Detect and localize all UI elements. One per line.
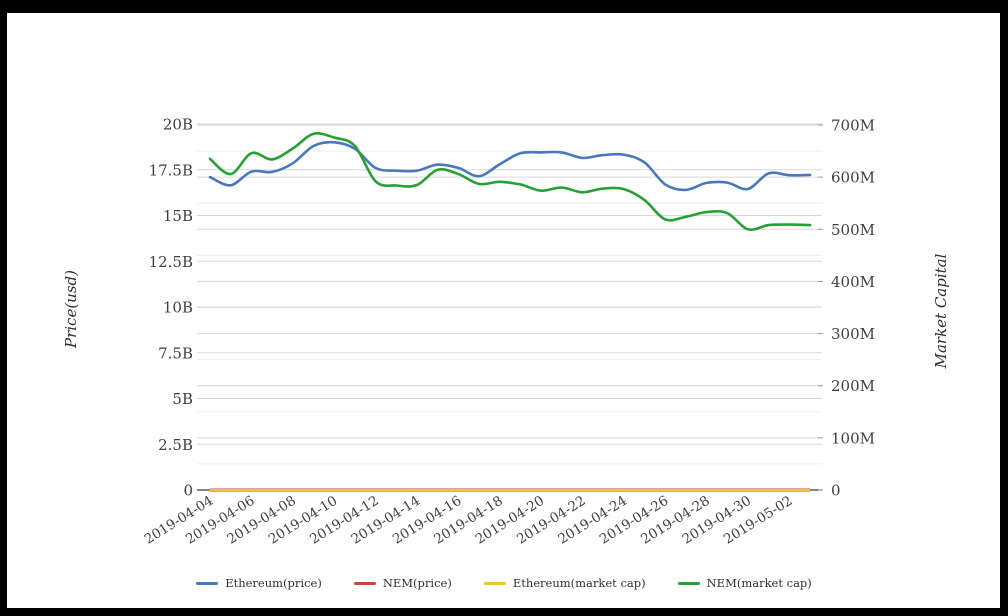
legend-label: Ethereum(market cap) (512, 576, 646, 590)
ethereum-price-line (208, 140, 812, 192)
chart-canvas (7, 13, 1000, 608)
left-axis-tick-label: 12.5B (149, 253, 193, 271)
right-axis-tick-label: 700M (831, 117, 875, 135)
right-axis-tick-label: 100M (831, 429, 875, 447)
nem-price-line-swatch (353, 581, 376, 585)
right-axis-tick-label: 400M (831, 273, 875, 291)
right-axis-tick-label: 500M (831, 221, 875, 239)
left-axis-tick-label: 10B (163, 299, 193, 317)
left-axis-tick-label: 7.5B (158, 344, 193, 362)
legend-label: NEM(price) (382, 576, 452, 590)
legend-item-nem-marketcap[interactable]: NEM(market cap) (677, 576, 812, 590)
nem-marketcap-line-swatch (677, 581, 700, 585)
right-axis-title: Market Capital (932, 253, 950, 369)
left-axis-tick-label: 5B (172, 390, 193, 408)
chart-legend: Ethereum(price) NEM(price) Ethereum(mark… (0, 576, 1008, 590)
left-axis-tick-label: 17.5B (149, 161, 193, 179)
ethereum-marketcap-line-swatch (483, 581, 506, 585)
left-axis-tick-label: 2.5B (158, 436, 193, 454)
legend-item-nem-price[interactable]: NEM(price) (353, 576, 452, 590)
right-axis-tick-label: 200M (831, 377, 875, 395)
left-axis-title: Price(usd) (62, 269, 80, 349)
ethereum-price-line-swatch (196, 581, 219, 585)
left-axis-tick-label: 20B (163, 116, 193, 134)
left-axis-tick-label: 15B (163, 207, 193, 225)
legend-item-ethereum-price[interactable]: Ethereum(price) (196, 576, 322, 590)
legend-label: Ethereum(price) (225, 576, 322, 590)
legend-label: NEM(market cap) (706, 576, 812, 590)
nem-marketcap-line (208, 132, 812, 232)
right-axis-tick-label: 0 (831, 482, 841, 500)
right-axis-tick-label: 300M (831, 325, 875, 343)
left-axis-tick-label: 0 (183, 482, 193, 500)
legend-item-ethereum-marketcap[interactable]: Ethereum(market cap) (483, 576, 646, 590)
right-axis-tick-label: 600M (831, 169, 875, 187)
